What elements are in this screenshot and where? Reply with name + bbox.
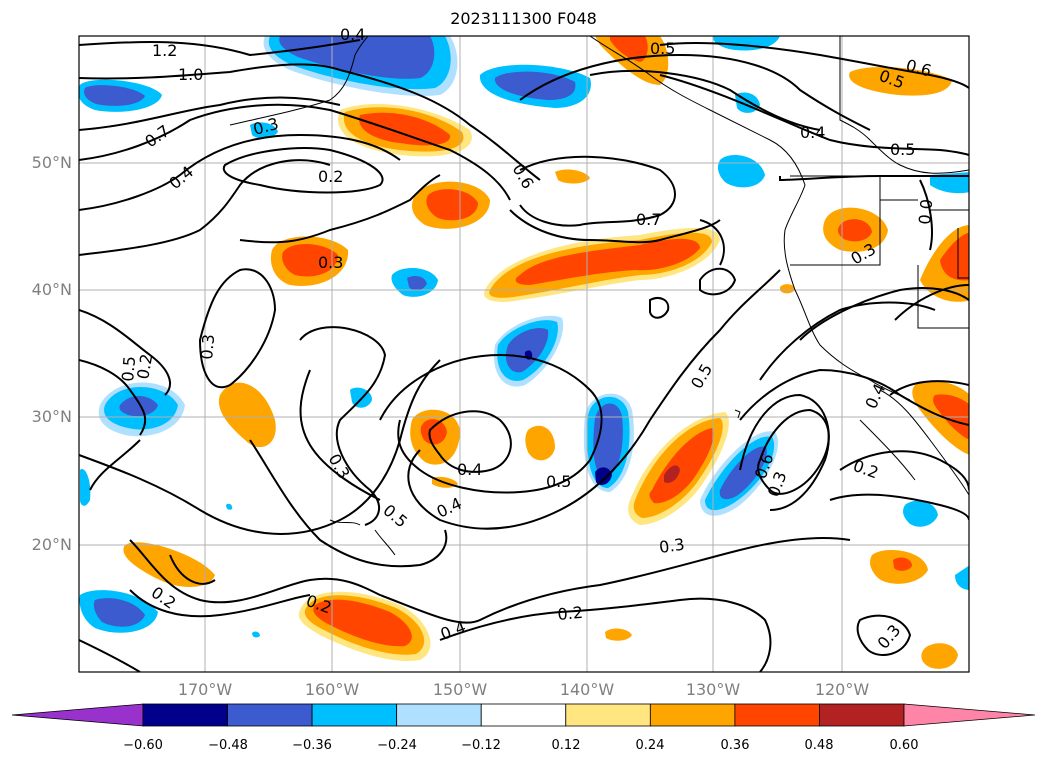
contour-label: 0.3 [251,114,281,139]
contour-label: 0.5 [546,472,571,491]
contour-label: 0.4 [340,25,365,44]
contour-label: 0.3 [658,535,686,557]
colorbar-segment [819,703,905,727]
contour-label: 0.5 [650,39,675,58]
lat-label-50n: 50°N [31,153,72,172]
colorbar-extend-high [903,703,1036,727]
colorbar-segment [142,703,228,727]
contour-label: 0.0 [915,198,936,225]
lat-label-20n: 20°N [31,535,72,554]
map-title: 2023111300 F048 [450,9,597,28]
contour-label: 0.4 [800,123,825,142]
contour-label: 1.0 [178,65,203,84]
positive-anomalies [123,36,969,669]
colorbar-tick-label: 0.12 [551,738,581,753]
colorbar-tick-label: 0.48 [804,738,834,753]
colorbar-extend-low [11,703,144,727]
contour-label: 0.2 [851,456,881,483]
contour-label: 0.2 [318,167,343,186]
contour-label: 1.2 [152,41,177,60]
colorbar-tick-label: 0.36 [720,738,750,753]
colorbar-segment [311,703,398,727]
colorbar-segment [480,703,567,727]
contour-label: 0.2 [133,352,156,380]
lon-label-170w: 170°W [177,680,233,699]
colorbar-segment [649,703,736,727]
colorbar-tick-label: −0.36 [292,738,332,753]
colorbar-segment [565,703,651,727]
lon-label-130w: 130°W [685,680,741,699]
lon-label-150w: 150°W [432,680,488,699]
colorbar-tick-label: 0.24 [635,738,665,753]
contour-label: 0.3 [874,621,905,653]
lon-label-120w: 120°W [814,680,870,699]
coastlines [229,36,969,556]
colorbar-segment [734,703,820,727]
contour-label: 0.7 [141,121,173,151]
contour-label: 0.5 [379,501,411,532]
contour-label: 0.4 [438,617,468,644]
colorbar-segment [396,703,482,727]
colorbar-tick-label: −0.60 [123,738,163,753]
contour-label: 0.3 [318,253,343,272]
colorbar-tick-label: −0.48 [208,738,248,753]
contour-label: 0.5 [687,360,716,392]
colorbar [11,703,1036,727]
negative-anomalies [79,36,969,638]
contour-label: 0.3 [325,451,354,483]
contour-label: 0.3 [197,333,218,360]
colorbar-segment [227,703,313,727]
lat-label-30n: 30°N [31,407,72,426]
lat-label-40n: 40°N [31,280,72,299]
colorbar-tick-label: −0.24 [377,738,417,753]
lon-label-140w: 140°W [559,680,615,699]
colorbar-tick-label: 0.60 [889,738,919,753]
colorbar-tick-label: −0.12 [461,738,501,753]
lon-label-160w: 160°W [304,680,360,699]
contour-label: 0.5 [890,140,915,159]
contour-label: 0.2 [557,603,584,624]
contour-label: 0.5 [118,355,139,382]
contour-label: 0.7 [636,210,661,229]
contour-label: 0.4 [457,460,482,479]
map-frame [78,35,970,673]
shading-layer [79,36,969,669]
